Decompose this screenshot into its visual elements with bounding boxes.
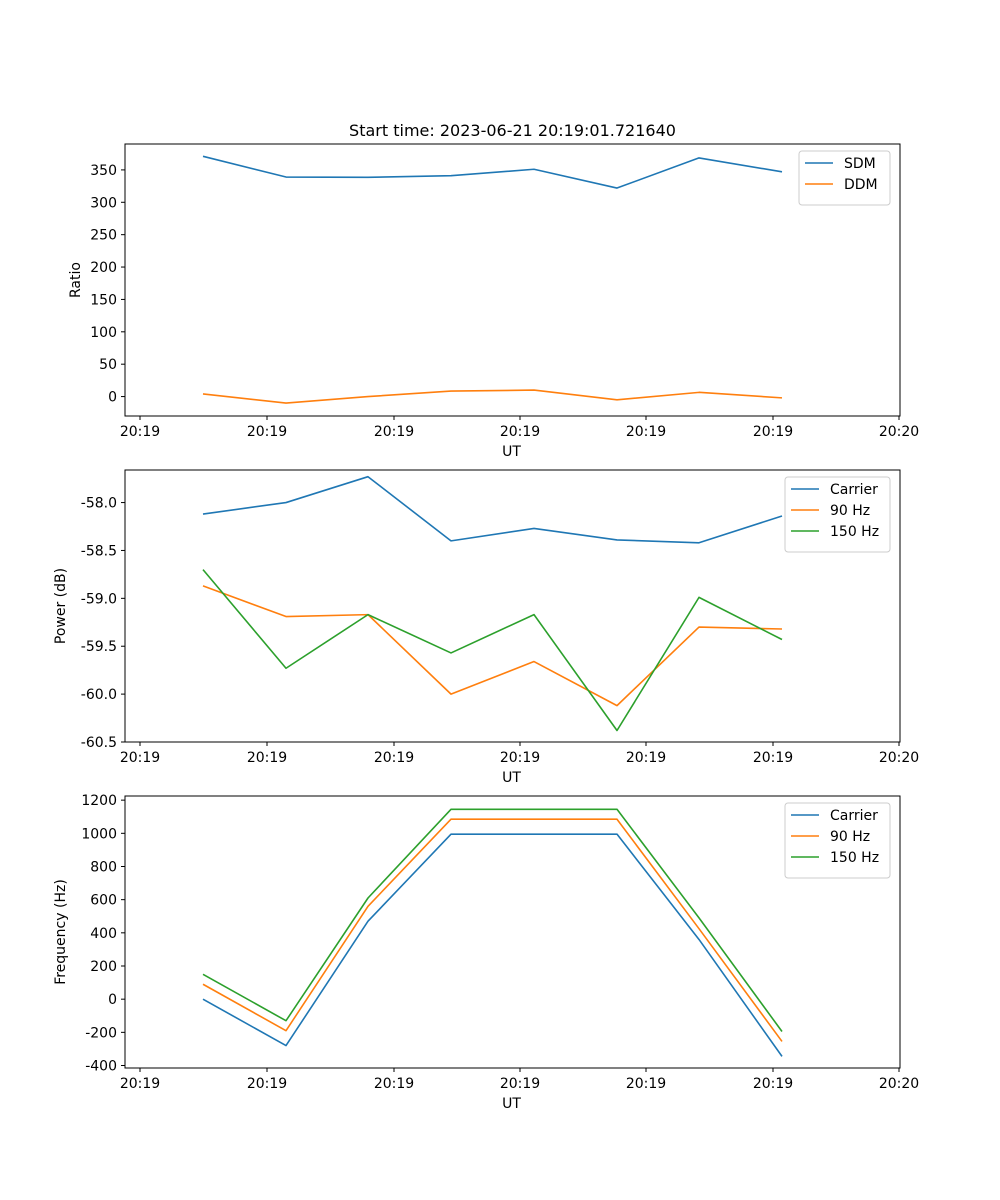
legend-box <box>784 476 891 553</box>
chart-panel-3: 20:19 20:19 20:19 20:19 20:19 20:19 20:20 -400 -… <box>53 793 919 1112</box>
legend-entry: Carrier <box>830 808 878 824</box>
y-axis-label: Power (dB) <box>53 568 69 644</box>
y-tick-label: 1000 <box>81 826 117 842</box>
series-line-90-hz <box>202 818 783 1042</box>
x-axis-label: UT <box>502 770 521 786</box>
y-tick-label: -200 <box>85 1025 117 1041</box>
legend: Carrier 90 Hz 150 Hz <box>784 802 891 879</box>
y-tick-label: 150 <box>90 292 117 308</box>
y-axis-label: Ratio <box>68 262 84 298</box>
y-tick-label: -58.5 <box>81 543 117 559</box>
legend-entry: 150 Hz <box>830 850 879 866</box>
y-tick-label: 200 <box>90 959 117 975</box>
x-tick-label: 20:19 <box>753 424 793 440</box>
y-tick-label: 250 <box>90 228 117 244</box>
series-line-sdm <box>202 155 783 189</box>
x-axis-label: UT <box>502 1096 521 1112</box>
y-tick-label: 200 <box>90 260 117 276</box>
y-tick-label: 50 <box>99 357 117 373</box>
y-axis-label: Frequency (Hz) <box>53 879 69 985</box>
x-tick-label: 20:19 <box>753 750 793 766</box>
legend-entry: 90 Hz <box>830 503 870 519</box>
legend-box <box>784 802 891 879</box>
x-tick-label: 20:19 <box>626 750 666 766</box>
legend-entry: SDM <box>844 156 876 172</box>
legend-entry: 150 Hz <box>830 524 879 540</box>
x-tick-label: 20:19 <box>626 1076 666 1092</box>
y-tick-label: -59.0 <box>81 591 117 607</box>
series-line-90-hz <box>202 585 783 707</box>
x-tick-label: 20:19 <box>247 1076 287 1092</box>
y-tick-label: 600 <box>90 893 117 909</box>
x-tick-label: 20:19 <box>500 424 540 440</box>
x-tick-label: 20:19 <box>500 1076 540 1092</box>
y-tick-label: -59.5 <box>81 639 117 655</box>
x-tick-label: 20:19 <box>753 1076 793 1092</box>
chart-panel-2: 20:19 20:19 20:19 20:19 20:19 20:19 20:20 -60.5… <box>53 469 919 786</box>
y-tick-label: 400 <box>90 926 117 942</box>
legend-entry: DDM <box>844 177 878 193</box>
plot-frame <box>124 469 901 743</box>
y-tick-label: 300 <box>90 195 117 211</box>
legend-box <box>798 150 891 206</box>
x-tick-label: 20:19 <box>374 424 414 440</box>
y-tick-label: 100 <box>90 325 117 341</box>
x-tick-label: 20:20 <box>879 424 919 440</box>
legend: SDM DDM <box>798 150 891 206</box>
x-tick-label: 20:19 <box>120 424 160 440</box>
x-tick-label: 20:19 <box>120 750 160 766</box>
series-line-carrier <box>202 833 783 1057</box>
series-line-ddm <box>202 389 783 404</box>
series-line-150-hz <box>202 569 783 732</box>
x-tick-label: 20:19 <box>247 424 287 440</box>
legend-entry: 90 Hz <box>830 829 870 845</box>
y-tick-label: -58.0 <box>81 496 117 512</box>
y-tick-label: 0 <box>108 992 117 1008</box>
x-tick-label: 20:19 <box>626 424 666 440</box>
chart-panel-1: 20:19 20:19 20:19 20:19 20:19 20:19 20:20 0 50 10… <box>68 121 919 460</box>
y-tick-label: 800 <box>90 859 117 875</box>
x-tick-label: 20:20 <box>879 1076 919 1092</box>
x-tick-label: 20:19 <box>374 1076 414 1092</box>
x-tick-label: 20:19 <box>120 1076 160 1092</box>
x-tick-label: 20:19 <box>374 750 414 766</box>
y-tick-label: -400 <box>85 1059 117 1075</box>
y-tick-label: 1200 <box>81 793 117 809</box>
y-tick-label: 350 <box>90 163 117 179</box>
x-axis-label: UT <box>502 444 521 460</box>
series-line-150-hz <box>202 808 783 1032</box>
y-tick-label: 0 <box>108 390 117 406</box>
x-tick-label: 20:19 <box>247 750 287 766</box>
y-tick-label: -60.5 <box>81 735 117 751</box>
plot-frame <box>124 795 901 1069</box>
x-tick-label: 20:20 <box>879 750 919 766</box>
y-tick-label: -60.0 <box>81 687 117 703</box>
plot-frame <box>124 143 901 417</box>
chart-title: Start time: 2023-06-21 20:19:01.721640 <box>349 121 676 140</box>
series-line-carrier <box>202 475 783 544</box>
legend: Carrier 90 Hz 150 Hz <box>784 476 891 553</box>
x-tick-label: 20:19 <box>500 750 540 766</box>
legend-entry: Carrier <box>830 482 878 498</box>
